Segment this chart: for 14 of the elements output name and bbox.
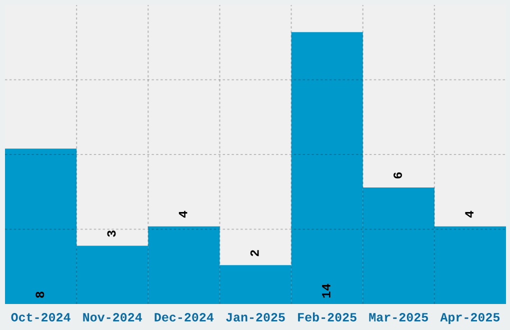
x-tick-label: Feb-2025 bbox=[298, 312, 356, 322]
x-tick-label: Nov-2024 bbox=[83, 313, 142, 322]
x-tick-label: Oct-2024 bbox=[11, 313, 70, 322]
data-label: 14 bbox=[322, 284, 330, 298]
x-tick-label: Mar-2025 bbox=[369, 313, 428, 322]
x-tick-label: Apr-2025 bbox=[440, 313, 500, 324]
data-label: 8 bbox=[36, 292, 44, 298]
x-tick-label: Dec-2024 bbox=[154, 313, 214, 322]
data-label: 4 bbox=[465, 210, 474, 218]
x-tick-label: Jan-2025 bbox=[226, 313, 285, 322]
data-label: 6 bbox=[394, 172, 402, 178]
data-label: 2 bbox=[250, 250, 259, 256]
data-label: 4 bbox=[178, 210, 188, 218]
data-label: 3 bbox=[107, 230, 116, 237]
